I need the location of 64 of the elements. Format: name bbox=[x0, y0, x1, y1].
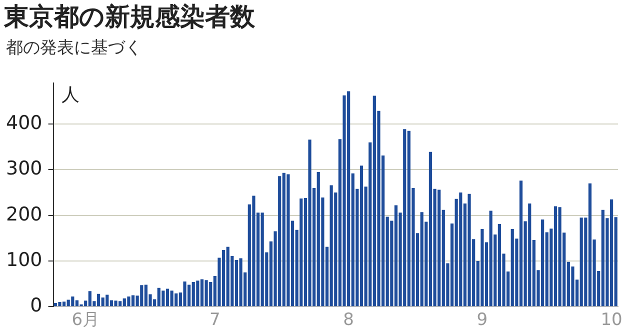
x-tick-label: 9 bbox=[476, 310, 488, 330]
bar bbox=[200, 279, 204, 306]
bar bbox=[286, 174, 290, 306]
bar bbox=[260, 212, 264, 306]
bar bbox=[580, 218, 583, 306]
bar bbox=[510, 229, 514, 306]
bar bbox=[204, 280, 208, 306]
bar bbox=[192, 282, 195, 306]
bar bbox=[71, 296, 74, 306]
bar bbox=[360, 166, 364, 306]
bar bbox=[234, 260, 238, 306]
bar bbox=[528, 203, 532, 306]
bar bbox=[468, 194, 471, 306]
bar bbox=[554, 206, 558, 306]
bar bbox=[519, 180, 523, 306]
bar bbox=[75, 300, 79, 306]
bar bbox=[157, 288, 160, 306]
bar bbox=[300, 198, 303, 306]
bar bbox=[588, 183, 592, 306]
bar bbox=[222, 250, 226, 306]
bar bbox=[196, 280, 200, 306]
bar bbox=[428, 152, 432, 306]
y-tick-label: 200 bbox=[6, 203, 42, 226]
bar bbox=[144, 284, 148, 306]
bar bbox=[170, 290, 174, 306]
y-tick-label: 400 bbox=[6, 112, 42, 134]
bar bbox=[127, 296, 130, 306]
bar bbox=[66, 300, 70, 306]
chart-subtitle: 都の発表に基づく bbox=[6, 37, 142, 59]
x-tick-label: 6月 bbox=[72, 310, 100, 330]
bar bbox=[62, 302, 66, 306]
bar bbox=[420, 212, 424, 306]
bar bbox=[342, 95, 346, 306]
bar bbox=[480, 229, 484, 306]
bar bbox=[58, 302, 62, 306]
bar bbox=[174, 293, 178, 306]
x-tick-label: 8 bbox=[343, 310, 354, 330]
bar bbox=[226, 246, 230, 306]
bar bbox=[394, 205, 398, 306]
x-tick-label: 7 bbox=[210, 310, 220, 330]
y-tick-label: 100 bbox=[6, 248, 42, 271]
bar bbox=[308, 140, 312, 306]
bar bbox=[140, 285, 144, 306]
bar bbox=[571, 266, 574, 306]
bar bbox=[459, 192, 462, 306]
bar bbox=[162, 290, 165, 306]
bar bbox=[114, 300, 118, 306]
bar bbox=[106, 294, 109, 306]
bar bbox=[166, 288, 170, 306]
bar bbox=[252, 196, 256, 306]
y-axis-title: 人 bbox=[61, 84, 80, 106]
bar bbox=[101, 297, 104, 306]
bar bbox=[239, 258, 242, 306]
chart-title: 東京都の新規感染者数 bbox=[4, 1, 255, 33]
y-tick-label: 0 bbox=[30, 294, 42, 317]
bar bbox=[558, 207, 562, 306]
bar bbox=[183, 282, 186, 306]
bar bbox=[489, 210, 492, 306]
bar bbox=[610, 199, 614, 306]
x-tick-label: 10 bbox=[600, 310, 622, 330]
y-tick-label: 300 bbox=[6, 158, 42, 180]
bar bbox=[96, 294, 100, 306]
bar bbox=[330, 185, 333, 306]
bar bbox=[131, 295, 135, 306]
